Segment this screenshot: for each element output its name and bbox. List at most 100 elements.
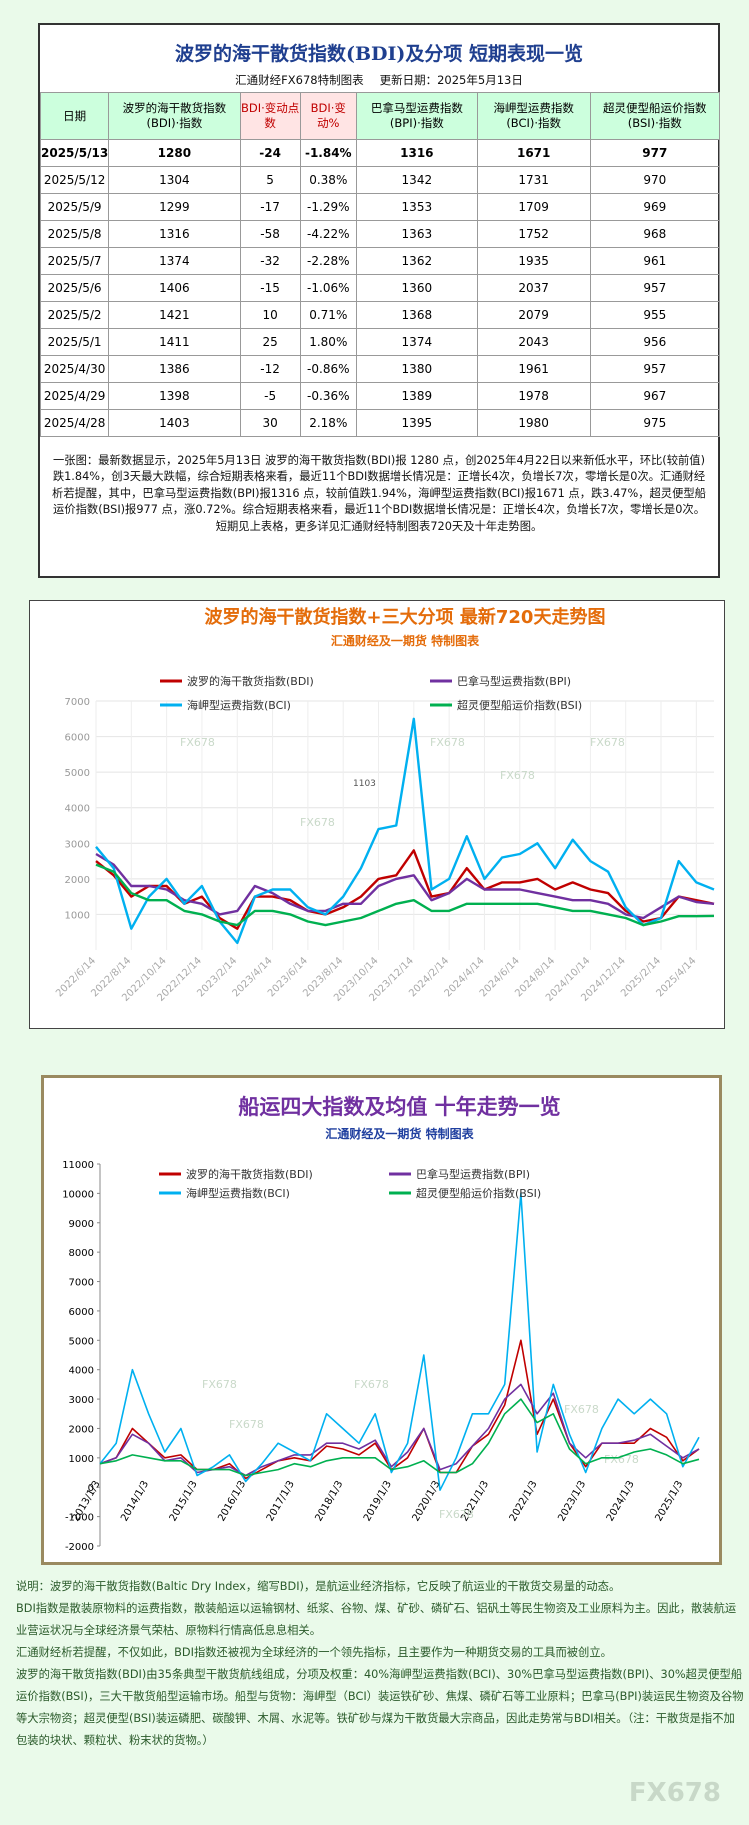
table-cell: 2025/5/6 bbox=[39, 274, 110, 302]
table-cell: 1389 bbox=[355, 382, 478, 410]
header-row: 日期 波罗的海干散货指数(BDI)·指数 BDI·变动点数 BDI·变动% 巴拿马型运费… bbox=[39, 92, 721, 140]
table-cell: 1752 bbox=[476, 220, 591, 248]
y-tick-label: -2000 bbox=[65, 1542, 94, 1553]
table-cell: 1374 bbox=[355, 328, 478, 356]
table-cell: 1406 bbox=[108, 274, 241, 302]
table-cell: 1421 bbox=[108, 301, 241, 329]
legend-label: 巴拿马型运费指数(BPI) bbox=[416, 1167, 530, 1181]
x-tick-label: 2024/1/3 bbox=[605, 1479, 637, 1523]
table-cell: 1342 bbox=[355, 166, 478, 194]
table-cell: 2025/4/30 bbox=[39, 355, 110, 383]
y-tick-label: 4000 bbox=[65, 804, 90, 815]
x-tick-label: 2020/1/3 bbox=[411, 1479, 443, 1523]
table-cell: 1.80% bbox=[299, 328, 357, 356]
legend-label: 海岬型运费指数(BCI) bbox=[187, 698, 291, 712]
y-tick-label: 11000 bbox=[62, 1160, 94, 1171]
watermark: FX678 bbox=[628, 1778, 721, 1808]
series-line bbox=[99, 1398, 700, 1477]
table-row: 2025/5/8 1316 -58 -4.22% 1363 1752 968 bbox=[39, 220, 721, 248]
table-cell: -24 bbox=[239, 139, 301, 167]
watermark: FX678 bbox=[229, 1418, 264, 1431]
table-cell: -5 bbox=[239, 382, 301, 410]
y-tick-label: 9000 bbox=[69, 1219, 94, 1230]
y-tick-label: 2000 bbox=[65, 875, 90, 886]
note-paragraph: BDI指数是散装原物料的运费指数，散装船运以运输钢材、纸浆、谷物、煤、矿砂、磷矿… bbox=[16, 1602, 737, 1637]
table-cell: 1360 bbox=[355, 274, 478, 302]
series-line bbox=[95, 717, 715, 945]
table-cell: 2025/5/8 bbox=[39, 220, 110, 248]
watermark: FX678 bbox=[564, 1403, 599, 1416]
x-tick-label: 2019/1/3 bbox=[362, 1479, 394, 1523]
header-cell: BDI·变动点数 bbox=[239, 92, 301, 140]
x-tick-label: 2025/1/3 bbox=[653, 1479, 685, 1523]
table-cell: -1.84% bbox=[299, 139, 357, 167]
table-cell: 956 bbox=[589, 328, 721, 356]
table-row: 2025/4/28 1403 30 2.18% 1395 1980 975 bbox=[39, 409, 721, 437]
table-cell: 1731 bbox=[476, 166, 591, 194]
table-cell: 957 bbox=[589, 274, 721, 302]
table-cell: 2079 bbox=[476, 301, 591, 329]
notes: 说明：波罗的海干散货指数(Baltic Dry Index，缩写BDI)，是航运… bbox=[16, 1576, 744, 1752]
annotation: 1103 bbox=[353, 779, 376, 789]
table-cell: 1362 bbox=[355, 247, 478, 275]
table-cell: -1.29% bbox=[299, 193, 357, 221]
table-cell: -0.86% bbox=[299, 355, 357, 383]
y-tick-label: 6000 bbox=[69, 1307, 94, 1318]
data-table: 日期 波罗的海干散货指数(BDI)·指数 BDI·变动点数 BDI·变动% 巴拿马型运费… bbox=[39, 92, 721, 437]
table-cell: 1403 bbox=[108, 409, 241, 437]
note-paragraph: 汇通财经析若提醒，不仅如此，BDI指数还被视为全球经济的一个领先指标，且主要作为… bbox=[16, 1646, 612, 1659]
table-row: 2025/5/7 1374 -32 -2.28% 1362 1935 961 bbox=[39, 247, 721, 275]
table-row: 2025/5/2 1421 10 0.71% 1368 2079 955 bbox=[39, 301, 721, 329]
header-cell: 巴拿马型运费指数(BPI)·指数 bbox=[355, 92, 478, 140]
table-cell: 2.18% bbox=[299, 409, 357, 437]
header-cell: BDI·变动% bbox=[299, 92, 357, 140]
table-row: 2025/4/30 1386 -12 -0.86% 1380 1961 957 bbox=[39, 355, 721, 383]
table-cell: 0.38% bbox=[299, 166, 357, 194]
table-cell: 2025/4/29 bbox=[39, 382, 110, 410]
table-cell: 1316 bbox=[355, 139, 478, 167]
note-paragraph: 说明：波罗的海干散货指数(Baltic Dry Index，缩写BDI)，是航运… bbox=[16, 1580, 621, 1593]
y-tick-label: 10000 bbox=[62, 1189, 94, 1200]
x-tick-label: 2016/1/3 bbox=[216, 1479, 248, 1523]
y-tick-label: 1000 bbox=[69, 1454, 94, 1465]
table-cell: 1380 bbox=[355, 355, 478, 383]
table-row: 2025/5/13 1280 -24 -1.84% 1316 1671 977 bbox=[39, 139, 721, 167]
table-cell: 2043 bbox=[476, 328, 591, 356]
x-tick-label: 2014/1/3 bbox=[119, 1479, 151, 1523]
watermark: FX678 bbox=[300, 816, 335, 829]
table-cell: 1353 bbox=[355, 193, 478, 221]
table-cell: 975 bbox=[589, 409, 721, 437]
table-cell: 1978 bbox=[476, 382, 591, 410]
table-cell: 967 bbox=[589, 382, 721, 410]
y-tick-label: 1000 bbox=[65, 910, 90, 921]
subtitle-row: 汇通财经FX678特制图表 更新日期：2025年5月13日 bbox=[40, 72, 718, 88]
watermark: FX678 bbox=[439, 1508, 474, 1521]
summary-panel: 波罗的海干散货指数(BDI)及分项 短期表现一览 汇通财经FX678特制图表 更新… bbox=[38, 23, 721, 578]
table-row: 2025/4/29 1398 -5 -0.36% 1389 1978 967 bbox=[39, 382, 721, 410]
table-cell: 1961 bbox=[476, 355, 591, 383]
y-tick-label: -1000 bbox=[65, 1513, 94, 1524]
chart-title: 船运四大指数及均值 十年走势一览 bbox=[238, 1095, 560, 1119]
table-cell: 968 bbox=[589, 220, 721, 248]
legend-label: 巴拿马型运费指数(BPI) bbox=[457, 674, 571, 688]
title: 波罗的海干散货指数(BDI)及分项 短期表现一览 bbox=[174, 43, 584, 65]
table-cell: -12 bbox=[239, 355, 301, 383]
table-cell: 1374 bbox=[108, 247, 241, 275]
summary-text: 一张图：最新数据显示，2025年5月13日 波罗的海干散货指数(BDI)报 12… bbox=[52, 454, 706, 533]
table-cell: -4.22% bbox=[299, 220, 357, 248]
y-tick-label: 0 bbox=[88, 1483, 94, 1494]
table-cell: 957 bbox=[589, 355, 721, 383]
watermark: FX678 bbox=[590, 736, 625, 749]
table-cell: 955 bbox=[589, 301, 721, 329]
legend-label: 海岬型运费指数(BCI) bbox=[186, 1186, 290, 1200]
table-cell: 2025/5/1 bbox=[39, 328, 110, 356]
y-tick-label: 3000 bbox=[69, 1395, 94, 1406]
y-tick-label: 3000 bbox=[65, 839, 90, 850]
table-cell: 1363 bbox=[355, 220, 478, 248]
series-line bbox=[99, 1192, 700, 1491]
table-row: 2025/5/6 1406 -15 -1.06% 1360 2037 957 bbox=[39, 274, 721, 302]
table-cell: 961 bbox=[589, 247, 721, 275]
x-tick-label: 2015/1/3 bbox=[168, 1479, 200, 1523]
y-tick-label: 6000 bbox=[65, 733, 90, 744]
